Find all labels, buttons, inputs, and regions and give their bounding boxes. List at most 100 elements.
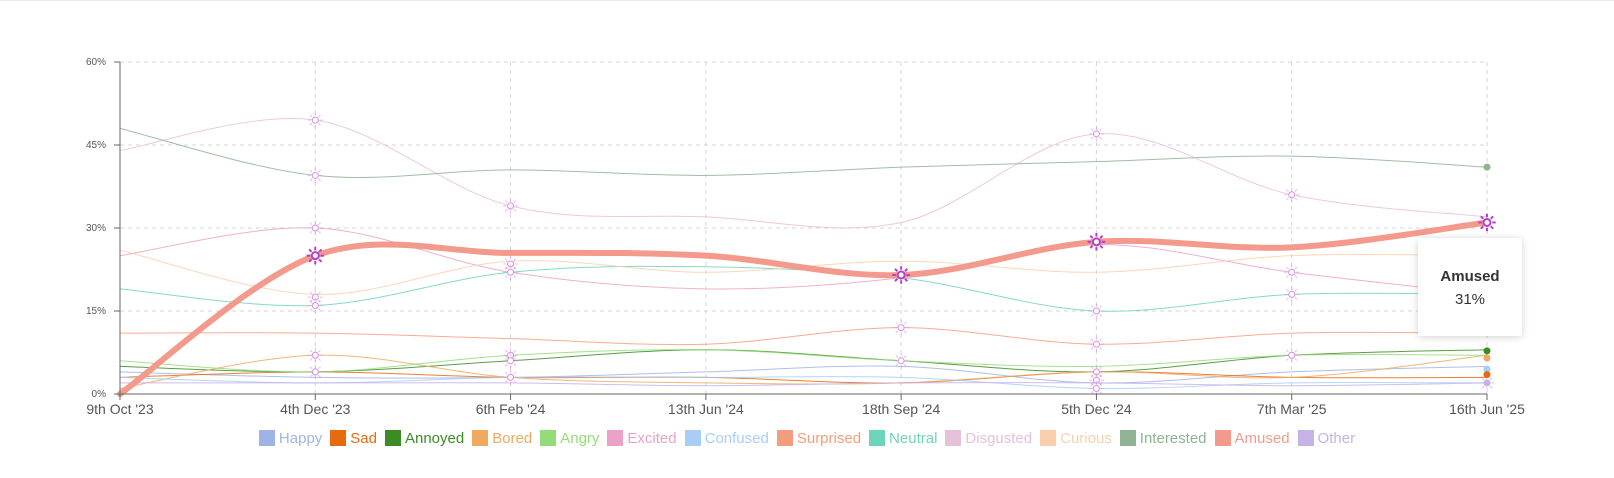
marker-ray: [1099, 244, 1104, 249]
legend-swatch: [945, 430, 962, 446]
marker-ray: [1090, 136, 1094, 140]
tooltip-title: Amused: [1440, 268, 1500, 285]
marker-ray: [504, 349, 508, 353]
legend-label: Other: [1317, 430, 1356, 447]
data-point-marker: [1284, 347, 1300, 363]
end-dot-bored: [1483, 354, 1491, 362]
marker-core: [1288, 351, 1296, 359]
marker-ray: [903, 330, 907, 334]
legend-swatch: [1119, 430, 1136, 446]
legend-item-neutral[interactable]: Neutral: [869, 430, 937, 447]
marker-ray: [513, 208, 517, 212]
marker-core: [1092, 307, 1100, 315]
data-point-marker: [893, 320, 909, 336]
legend-item-sad[interactable]: Sad: [330, 430, 377, 447]
marker-ray: [318, 308, 321, 312]
legend-label: Angry: [560, 430, 600, 447]
marker-ray: [1090, 128, 1094, 132]
marker-ray: [1294, 288, 1298, 292]
legend-item-excited[interactable]: Excited: [607, 430, 677, 447]
marker-ray: [903, 363, 907, 367]
x-tick-label: 4th Dec '23: [280, 401, 351, 417]
marker-core: [507, 202, 515, 210]
marker-core: [507, 268, 515, 276]
series-line-happy: [119, 365, 1488, 384]
top-divider: [0, 0, 1614, 1]
marker-ray: [309, 122, 313, 126]
marker-ray: [1090, 305, 1094, 309]
marker-layer: [306, 112, 1496, 396]
marker-ray: [1286, 275, 1289, 278]
marker-ray: [1099, 347, 1103, 350]
data-point-marker: [503, 264, 519, 280]
marker-ray: [309, 308, 313, 312]
legend-label: Confused: [704, 430, 769, 447]
marker-ray: [318, 258, 323, 263]
marker-ray: [318, 349, 321, 353]
legend-item-disgusted[interactable]: Disgusted: [945, 430, 1032, 447]
y-tick-label: 45%: [86, 140, 106, 151]
marker-ray: [1294, 266, 1298, 270]
data-point-marker: [1284, 264, 1300, 280]
legend-item-bored[interactable]: Bored: [472, 430, 532, 447]
marker-ray: [318, 291, 321, 295]
x-tick-label: 7th Mar '25: [1257, 401, 1327, 417]
series-line-other: [119, 382, 1488, 387]
marker-core: [1288, 191, 1296, 199]
marker-ray: [504, 275, 508, 278]
marker-ray: [318, 122, 321, 126]
marker-ray: [1090, 391, 1094, 395]
marker-core: [1092, 384, 1100, 392]
legend-swatch: [776, 430, 793, 446]
marker-ray: [1286, 288, 1289, 292]
marker-ray: [318, 358, 321, 361]
marker-ray: [513, 200, 517, 204]
legend-label: Happy: [278, 430, 323, 447]
legend-item-annoyed[interactable]: Annoyed: [384, 430, 464, 447]
marker-ray: [1099, 391, 1103, 395]
legend-label: Neutral: [889, 430, 938, 447]
marker-ray: [309, 222, 313, 226]
marker-ray: [1286, 349, 1289, 353]
legend-swatch: [384, 430, 401, 446]
legend-item-confused[interactable]: Confused: [684, 430, 769, 447]
marker-core: [1482, 217, 1492, 227]
marker-ray: [1490, 215, 1494, 220]
grid-layer: [120, 61, 1488, 394]
marker-ray: [1286, 266, 1289, 270]
marker-ray: [309, 374, 313, 378]
data-point-marker: [307, 297, 323, 313]
legend-item-other[interactable]: Other: [1297, 430, 1356, 447]
y-tick-label: 60%: [86, 57, 106, 68]
end-dot-other: [1483, 379, 1491, 387]
marker-ray: [895, 363, 899, 367]
legend-item-amused[interactable]: Amused: [1214, 430, 1290, 447]
marker-core: [1092, 130, 1100, 138]
legend-item-curious[interactable]: Curious: [1040, 430, 1112, 447]
legend-item-interested[interactable]: Interested: [1119, 430, 1207, 447]
marker-ray: [309, 299, 313, 303]
marker-ray: [309, 114, 313, 118]
data-point-marker: [1088, 126, 1104, 142]
marker-core: [1091, 237, 1101, 247]
marker-ray: [1099, 136, 1103, 140]
marker-core: [311, 171, 319, 179]
marker-ray: [1294, 197, 1298, 201]
marker-ray: [504, 358, 508, 361]
legend-swatch: [330, 430, 347, 446]
data-point-marker: [503, 369, 519, 385]
marker-ray: [318, 169, 321, 173]
line-chart-plot: 0% 15% 30% 45% 60% 9th Oct '23 4th Dec '23 6th …: [86, 57, 1525, 417]
end-dot-confused: [1483, 365, 1491, 373]
highlight-point-marker: [1087, 233, 1106, 251]
marker-ray: [504, 380, 508, 384]
legend-item-happy[interactable]: Happy: [258, 430, 323, 447]
marker-ray: [513, 358, 517, 361]
data-point-marker: [307, 167, 323, 183]
marker-core: [507, 357, 515, 365]
y-tick-label: 30%: [86, 223, 106, 234]
legend-label: Interested: [1139, 430, 1207, 447]
legend-item-angry[interactable]: Angry: [540, 430, 599, 447]
legend-item-surprised[interactable]: Surprised: [776, 430, 861, 447]
